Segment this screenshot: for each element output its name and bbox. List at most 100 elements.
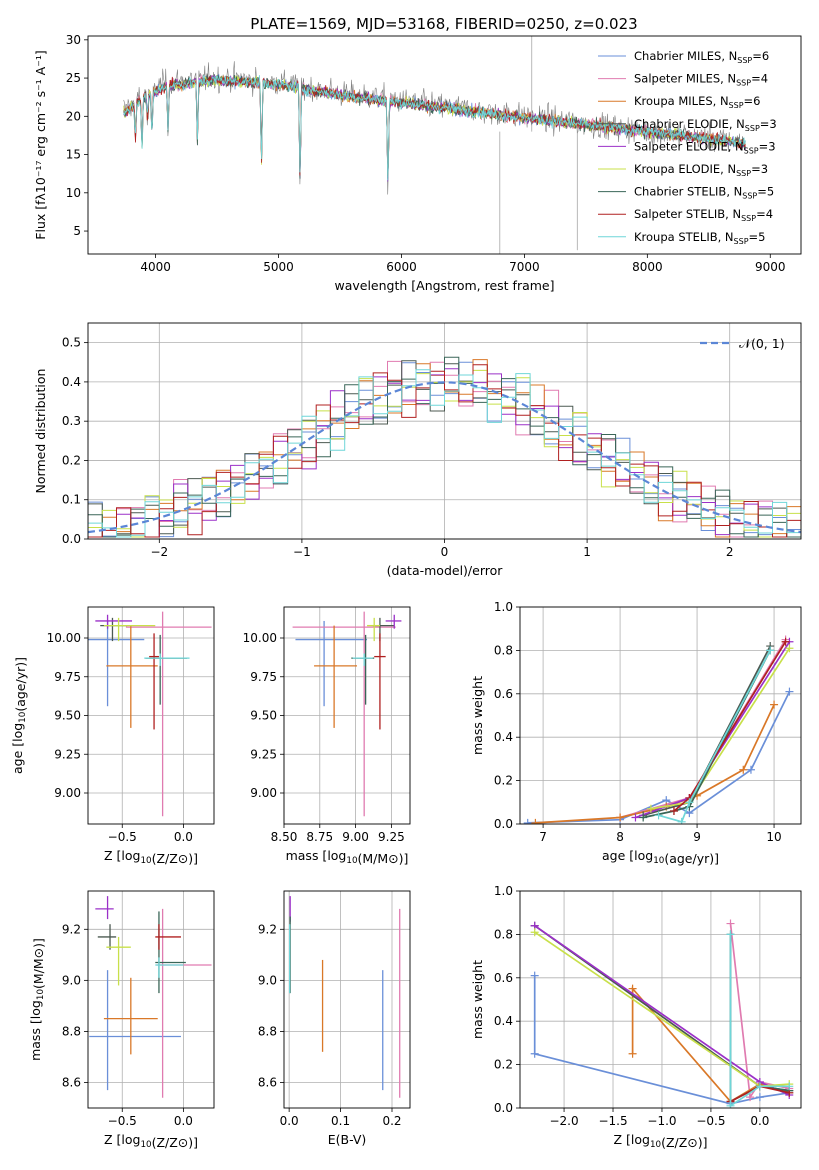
weight-marker-8 — [726, 1101, 735, 1108]
axes-frame — [519, 890, 802, 1109]
axes-weight_vs_Z: −2.0 −1.5 −1.0 −0.5 0.0 0.0 0.2 0.4 0.6 0.8 1.0 Z [… — [470, 884, 802, 1150]
weight-marker-5 — [646, 804, 655, 813]
tick-label-y: 8.8 — [62, 1024, 81, 1038]
x-axis-label: Z [log10(Z/Z⊙)] — [104, 1132, 198, 1150]
x-axis-label: Z [log10(Z/Z⊙)] — [613, 1132, 707, 1150]
axes-weight_vs_age: 7 8 9 10 0.0 0.2 0.4 0.6 0.8 1.0 age [log10(age/yr… — [470, 600, 802, 866]
weight-marker-1 — [726, 919, 735, 928]
x-axis-label: (data-model)/error — [387, 563, 504, 578]
tick-label-y: 9.00 — [250, 786, 277, 800]
tick-label-x: 0 — [441, 545, 449, 559]
tick-label-x: 10 — [766, 830, 781, 844]
tick-label-x: 0.0 — [280, 1114, 299, 1128]
tick-label-y: 0.2 — [494, 1058, 513, 1072]
weight-marker-0 — [523, 818, 532, 824]
tick-label-y: 0.4 — [494, 1014, 513, 1028]
tick-label-y: 0.3 — [62, 414, 81, 428]
tick-label-y: 9.50 — [54, 709, 81, 723]
tick-label-x: −1.0 — [647, 1114, 676, 1128]
tick-label-y: 0.0 — [494, 1101, 513, 1115]
tick-label-y: 10 — [66, 186, 81, 200]
legend-label: 𝒩(0, 1) — [739, 336, 785, 351]
tick-label-y: 9.75 — [54, 670, 81, 684]
plot-grid: 4000 5000 6000 7000 8000 900051015202530wavel… — [10, 33, 802, 1150]
axes-frame — [87, 35, 802, 255]
axes-age_vs_Z: −0.5 0.0 9.00 9.25 9.50 9.75 10.00 Z [log10(Z/Z… — [10, 606, 215, 866]
weight-marker-0 — [785, 687, 794, 696]
weight-line-1 — [619, 639, 787, 819]
tick-label-x: −2.0 — [549, 1114, 578, 1128]
tick-label-y: 9.25 — [54, 747, 81, 761]
tick-label-y: 0.8 — [494, 643, 513, 657]
normal-curve — [88, 381, 801, 534]
tick-label-y: 15 — [66, 148, 81, 162]
tick-label-x: 9000 — [755, 260, 786, 274]
weight-marker-5 — [785, 644, 794, 653]
legend-label: Chabrier STELIB, NSSP=5 — [634, 185, 774, 201]
axes-mass_vs_Z: −0.5 0.0 8.6 8.8 9.0 9.2 Z [log10(Z/Z⊙)] mass [… — [28, 890, 215, 1150]
tick-label-x: 0.1 — [331, 1114, 350, 1128]
tick-label-y: 0.2 — [62, 453, 81, 467]
tick-label-x: 0.0 — [174, 830, 193, 844]
tick-label-y: 0.1 — [62, 493, 81, 507]
y-axis-label: mass weight — [470, 960, 485, 1039]
x-axis-label: Z [log10(Z/Z⊙)] — [104, 848, 198, 866]
tick-label-y: 0.5 — [62, 336, 81, 350]
y-axis-label: mass [log10(M/M⊙)] — [28, 938, 46, 1061]
tick-label-x: 9 — [693, 830, 701, 844]
plot-area-spectrum — [123, 36, 746, 254]
tick-label-y: 9.0 — [258, 973, 277, 987]
legend-label: Chabrier ELODIE, NSSP=3 — [634, 117, 777, 133]
tick-label-y: 8.6 — [62, 1075, 81, 1089]
tick-label-y: 9.00 — [54, 786, 81, 800]
tick-label-y: 0.0 — [494, 817, 513, 831]
model-spectrum-8 — [123, 74, 746, 181]
tick-label-y: 0.8 — [494, 927, 513, 941]
tick-label-x: −0.5 — [108, 830, 137, 844]
weight-marker-8 — [677, 817, 686, 824]
tick-label-y: 20 — [66, 109, 81, 123]
x-axis-label: age [log10(age/yr)] — [602, 848, 719, 866]
weight-marker-7 — [781, 637, 790, 646]
weight-marker-5 — [530, 928, 539, 937]
tick-label-x: −1 — [293, 545, 311, 559]
tick-label-y: 0.0 — [62, 532, 81, 546]
x-axis-label: wavelength [Angstrom, rest frame] — [334, 278, 554, 293]
tick-label-x: 4000 — [140, 260, 171, 274]
legend-label: Kroupa MILES, NSSP=6 — [634, 94, 760, 110]
tick-label-y: 9.75 — [250, 670, 277, 684]
tick-label-y: 9.25 — [250, 747, 277, 761]
weight-marker-1 — [746, 1093, 755, 1102]
axes-spectrum: 4000 5000 6000 7000 8000 9000 5 10 15 20 25 30 wavel… — [33, 33, 802, 293]
weight-marker-0 — [755, 1093, 764, 1102]
tick-label-y: 1.0 — [494, 600, 513, 614]
plot-area-mass_vs_Z — [89, 896, 212, 1098]
y-axis-label: Normed distribution — [33, 369, 48, 494]
tick-label-x: 7000 — [509, 260, 540, 274]
legend-label: Chabrier MILES, NSSP=6 — [634, 49, 769, 65]
tick-label-y: 8.8 — [258, 1024, 277, 1038]
axes-frame — [283, 890, 411, 1109]
tick-label-y: 8.6 — [258, 1075, 277, 1089]
weight-marker-2 — [531, 818, 540, 824]
weight-marker-4 — [631, 813, 640, 822]
axes-mass_vs_ebv: 0.0 0.1 0.2 8.6 8.8 9.0 9.2 E(B-V) — [258, 890, 411, 1147]
x-axis-label: E(B-V) — [328, 1132, 367, 1147]
tick-label-y: 0.2 — [494, 774, 513, 788]
tick-label-x: −2 — [150, 545, 168, 559]
weight-line-0 — [527, 691, 791, 824]
tick-label-x: 8.50 — [271, 830, 298, 844]
weight-marker-2 — [770, 700, 779, 709]
weight-marker-8 — [755, 1082, 764, 1091]
legend-label: Salpeter MILES, NSSP=4 — [634, 72, 768, 88]
weight-marker-6 — [639, 813, 648, 822]
y-axis-label: Flux [fλ10⁻¹⁷ erg cm⁻² s⁻¹ A⁻¹] — [33, 50, 48, 239]
plot-area-residuals — [88, 356, 801, 538]
tick-label-x: −0.5 — [108, 1114, 137, 1128]
weight-marker-0 — [746, 765, 755, 774]
plot-area-age_vs_Z — [88, 611, 212, 817]
tick-label-x: 0.0 — [750, 1114, 769, 1128]
tick-label-y: 0.6 — [494, 687, 513, 701]
legend-label: Kroupa STELIB, NSSP=5 — [634, 230, 765, 246]
histogram-8 — [88, 369, 801, 538]
